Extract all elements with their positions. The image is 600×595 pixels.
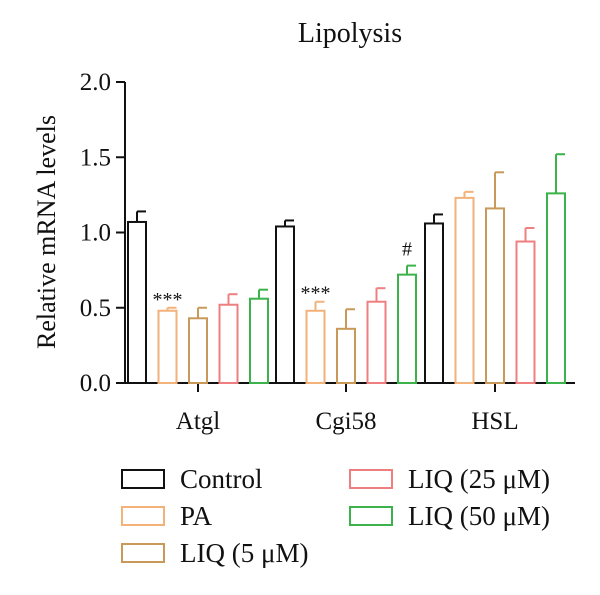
x-tick-label: Cgi58: [315, 408, 376, 435]
legend-label: Control: [180, 464, 263, 494]
bar: [218, 303, 239, 384]
significance-marker: ***: [301, 283, 331, 305]
y-axis-label: Relative mRNA levels: [32, 115, 61, 349]
x-tick-label: Atgl: [176, 408, 221, 435]
bar: [275, 225, 295, 384]
chart-title: Lipolysis: [298, 18, 402, 49]
significance-marker: #: [402, 239, 412, 261]
bar: [546, 192, 566, 384]
bar: [366, 300, 387, 385]
legend-label: LIQ (5 μM): [180, 538, 308, 568]
bar: [127, 220, 147, 384]
bar: [454, 196, 475, 384]
bars-group: [127, 153, 566, 385]
bar: [157, 309, 178, 385]
legend-label: LIQ (25 μM): [408, 464, 550, 494]
annotations-group: *** *** #: [153, 239, 413, 311]
y-tick-label: 1.5: [80, 144, 111, 171]
y-tick-label: 1.0: [80, 220, 111, 247]
bar: [305, 309, 326, 385]
legend-swatch: [349, 506, 393, 526]
legend-swatch: [349, 469, 393, 489]
legend-swatch: [121, 506, 165, 526]
axes: 0.0 0.5 1.0 1.5 2.0 Atgl Cgi58 HSL: [80, 69, 575, 435]
bar: [397, 273, 417, 385]
bar: [188, 317, 208, 384]
bar: [249, 297, 269, 384]
x-tick-label: HSL: [471, 408, 518, 435]
bar: [515, 240, 536, 384]
bar: [424, 222, 444, 384]
significance-marker: ***: [153, 289, 183, 311]
legend-label: PA: [180, 501, 213, 531]
y-tick-label: 2.0: [80, 69, 111, 96]
legend: Control PA LIQ (5 μM) LIQ (25 μM) LIQ (50 μM…: [121, 464, 550, 568]
bar: [336, 327, 356, 385]
legend-swatch: [121, 469, 165, 489]
legend-swatch: [121, 543, 165, 563]
legend-label: LIQ (50 μM): [408, 501, 550, 531]
bar: [485, 207, 505, 384]
y-tick-label: 0.5: [80, 295, 111, 322]
y-tick-label: 0.0: [80, 370, 111, 397]
